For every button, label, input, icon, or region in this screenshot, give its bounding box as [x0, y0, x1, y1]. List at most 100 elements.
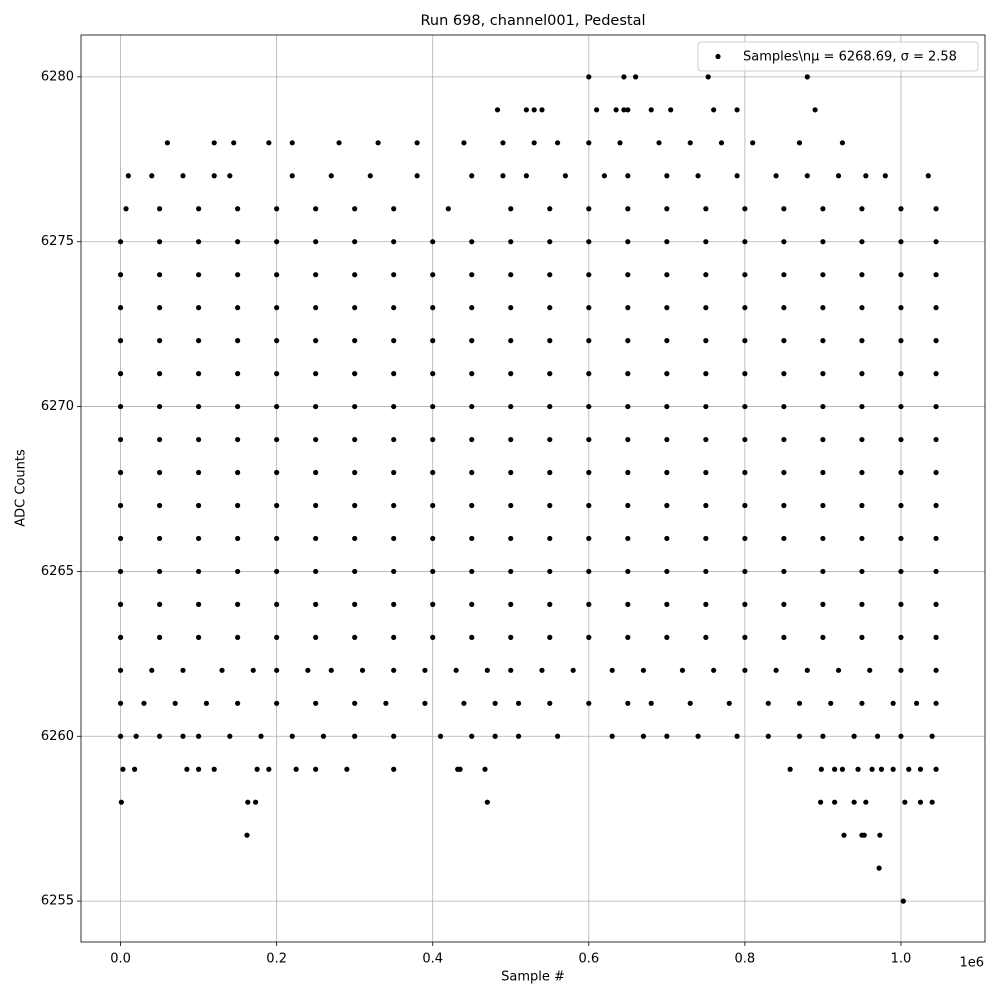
- data-point: [141, 700, 147, 706]
- x-tick-label: 0.0: [110, 952, 131, 967]
- data-point: [391, 634, 397, 640]
- data-point: [664, 634, 670, 640]
- data-point: [461, 140, 467, 146]
- data-point: [867, 667, 873, 673]
- data-point: [664, 206, 670, 212]
- data-point: [196, 469, 202, 476]
- data-point: [820, 403, 826, 410]
- data-point: [625, 601, 631, 607]
- data-point: [430, 272, 436, 278]
- data-point: [352, 436, 358, 443]
- data-point: [352, 700, 358, 706]
- data-point: [508, 568, 514, 575]
- data-point: [817, 799, 824, 805]
- data-point: [781, 436, 787, 443]
- data-point: [469, 173, 475, 179]
- data-point: [547, 371, 553, 377]
- data-point: [859, 700, 865, 706]
- data-point: [820, 469, 826, 476]
- data-point: [664, 436, 670, 443]
- data-point: [902, 799, 908, 805]
- data-point: [726, 700, 732, 706]
- data-point: [515, 733, 522, 739]
- data-point: [820, 436, 826, 443]
- chart-title: Run 698, channel001, Pedestal: [420, 13, 645, 29]
- data-point: [917, 766, 924, 772]
- data-point: [859, 206, 865, 212]
- data-point: [117, 469, 124, 476]
- data-point: [469, 502, 475, 509]
- data-point: [820, 371, 826, 377]
- data-point: [508, 667, 514, 673]
- data-point: [375, 140, 381, 146]
- data-point: [554, 140, 561, 146]
- data-point: [547, 338, 553, 344]
- data-point: [625, 403, 631, 410]
- data-point: [882, 173, 888, 179]
- data-point: [469, 733, 475, 739]
- data-point: [469, 568, 475, 575]
- legend-box: [697, 41, 979, 72]
- data-point: [156, 601, 163, 607]
- data-point: [508, 239, 514, 245]
- data-point: [117, 601, 124, 607]
- data-point: [625, 436, 631, 443]
- data-point: [664, 173, 670, 179]
- data-point: [523, 173, 529, 179]
- data-point: [414, 173, 420, 179]
- data-point: [625, 568, 631, 575]
- data-point: [508, 305, 514, 311]
- data-point: [664, 568, 670, 575]
- data-point: [570, 667, 576, 673]
- data-point: [422, 700, 428, 706]
- data-point: [235, 535, 241, 542]
- data-point: [531, 107, 537, 113]
- data-point: [898, 403, 904, 410]
- data-point: [898, 568, 904, 575]
- data-point: [313, 535, 319, 542]
- data-point: [703, 206, 709, 212]
- data-point: [586, 371, 592, 377]
- data-point: [812, 107, 818, 113]
- data-point: [133, 733, 139, 739]
- data-point: [818, 766, 824, 772]
- data-point: [196, 766, 202, 772]
- data-point: [664, 371, 670, 377]
- data-point: [391, 338, 397, 344]
- data-point: [625, 371, 631, 377]
- data-point: [687, 140, 693, 146]
- data-point: [227, 173, 233, 179]
- data-point: [648, 107, 654, 113]
- data-point: [235, 403, 241, 410]
- data-point: [859, 272, 865, 278]
- data-point: [274, 469, 280, 476]
- data-point: [196, 338, 202, 344]
- data-point: [117, 436, 124, 443]
- data-point: [274, 403, 280, 410]
- data-point: [787, 766, 793, 772]
- data-point: [391, 601, 397, 607]
- data-point: [664, 535, 670, 542]
- x-tick-label: 1.0: [891, 952, 912, 967]
- data-point: [219, 667, 225, 673]
- data-point: [289, 733, 295, 739]
- data-point: [820, 338, 826, 344]
- data-point: [359, 667, 366, 673]
- data-point: [547, 305, 553, 311]
- data-point: [750, 140, 756, 146]
- data-point: [391, 469, 397, 476]
- data-point: [586, 338, 592, 344]
- data-point: [781, 535, 787, 542]
- data-point: [820, 206, 826, 212]
- data-point: [781, 239, 787, 245]
- data-point: [742, 239, 748, 245]
- data-point: [859, 403, 865, 410]
- data-point: [231, 140, 237, 146]
- data-point: [621, 74, 627, 80]
- data-point: [117, 338, 124, 344]
- data-point: [539, 107, 545, 113]
- data-point: [252, 799, 259, 805]
- data-point: [898, 634, 904, 640]
- data-point: [352, 371, 358, 377]
- data-point: [656, 140, 662, 146]
